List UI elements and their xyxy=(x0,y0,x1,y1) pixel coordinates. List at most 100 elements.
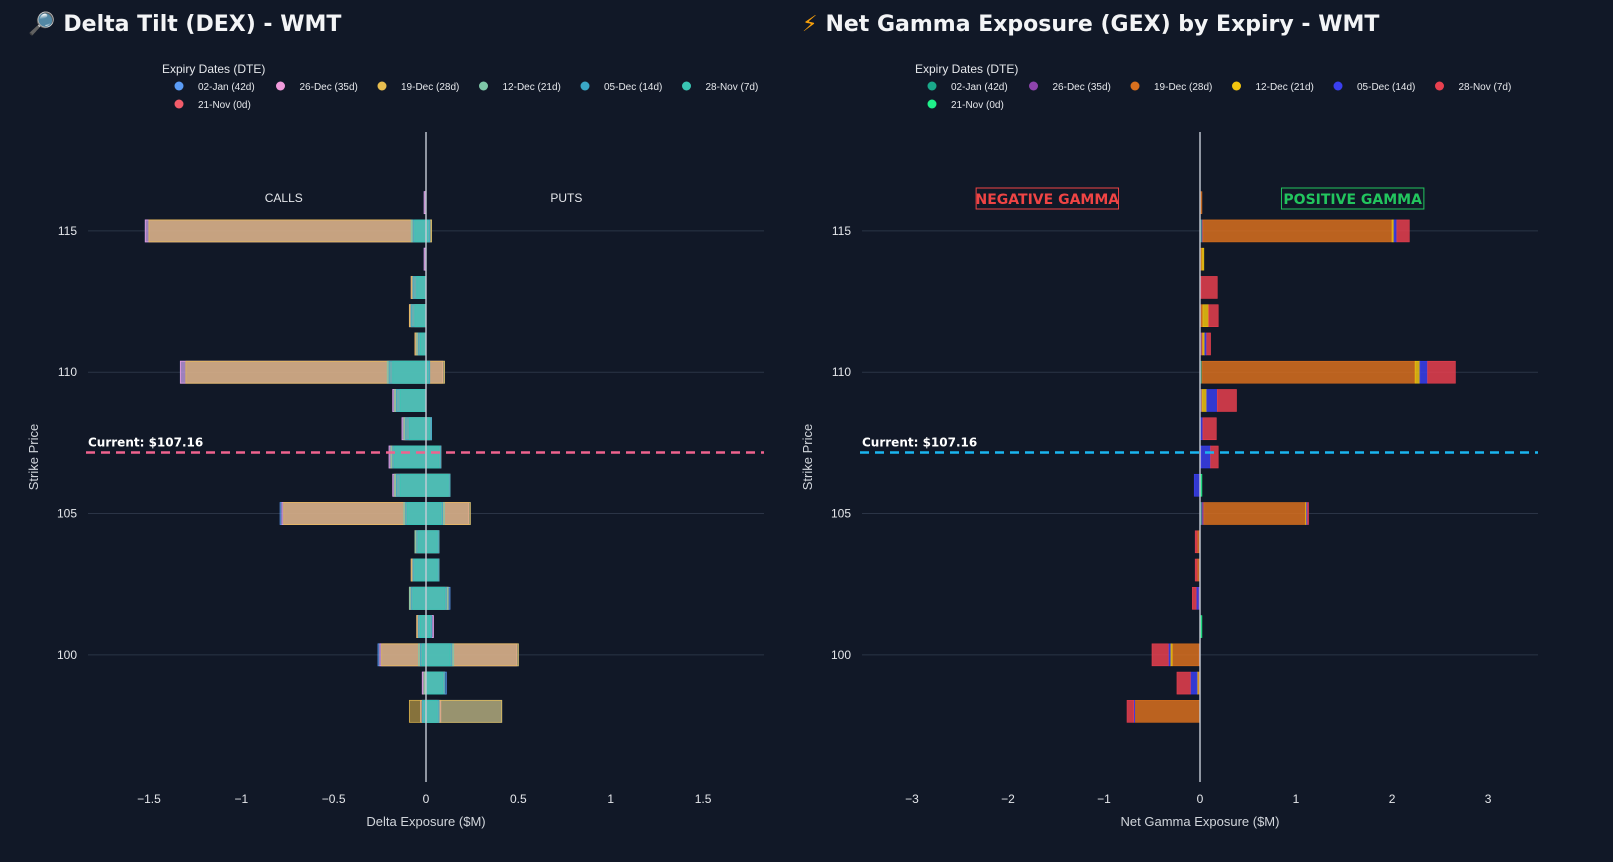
legend-marker-2 xyxy=(377,81,387,91)
y-axis-title: Strike Price xyxy=(800,424,815,490)
bar-puts-106 xyxy=(425,473,449,497)
legend-item-5: 28-Nov (7d) xyxy=(1459,82,1512,93)
bar-100-5 xyxy=(1151,643,1169,667)
y-tick-100: 100 xyxy=(831,648,851,662)
bar-110-4 xyxy=(1419,360,1428,384)
legend-marker-1 xyxy=(276,81,285,91)
y-tick-105: 105 xyxy=(57,507,77,521)
legend-title: Expiry Dates (DTE) xyxy=(162,62,265,76)
bar-puts-100 xyxy=(425,643,451,667)
bar-calls-115 xyxy=(148,219,427,243)
bar-107-5 xyxy=(1210,445,1219,469)
bar-calls-106 xyxy=(399,473,427,497)
legend-marker-1 xyxy=(1029,81,1038,91)
y-tick-105: 105 xyxy=(831,507,851,521)
legend-item-6: 21-Nov (0d) xyxy=(951,100,1004,111)
negative-gamma-label: NEGATIVE GAMMA xyxy=(976,192,1120,208)
gex-chart-svg: Expiry Dates (DTE) 02-Jan (42d) 26-Dec (35… xyxy=(800,62,1538,829)
bar-102-5 xyxy=(1192,587,1197,610)
bar-107-4 xyxy=(1200,445,1211,469)
bar-puts-99 xyxy=(425,671,444,695)
bar-calls-104 xyxy=(418,530,427,554)
legend-item-1: 26-Dec (35d) xyxy=(300,82,358,93)
x-tick: −1 xyxy=(1097,792,1111,806)
bar-109-3 xyxy=(1201,389,1208,412)
bar-115-2 xyxy=(1202,219,1393,243)
legend-item-3: 12-Dec (21d) xyxy=(503,82,561,93)
bar-calls-103 xyxy=(414,558,427,582)
bar-99-4 xyxy=(1190,671,1198,695)
bar-115-5 xyxy=(1396,219,1410,243)
dex-chart-svg: Expiry Dates (DTE) 02-Jan (42d) 26-Dec (35… xyxy=(26,62,764,829)
x-axis-title: Net Gamma Exposure ($M) xyxy=(1121,814,1280,829)
bar-calls-101 xyxy=(420,615,427,638)
bar-109-4 xyxy=(1206,389,1218,412)
magnifier-icon: 🔎 xyxy=(28,12,56,37)
x-tick: 3 xyxy=(1485,792,1492,806)
bar-112-5 xyxy=(1208,304,1219,327)
x-tick: −1.5 xyxy=(137,792,161,806)
bar-99-5 xyxy=(1176,671,1191,695)
bar-110-2 xyxy=(1201,360,1416,384)
legend-marker-2 xyxy=(1130,81,1140,91)
bar-113-5 xyxy=(1200,276,1218,299)
x-tick: 1.5 xyxy=(695,792,712,806)
legend-item-1: 26-Dec (35d) xyxy=(1053,82,1111,93)
legend-marker-6 xyxy=(174,99,184,109)
legend-marker-0 xyxy=(927,81,937,91)
bar-puts-102 xyxy=(425,586,445,610)
x-tick: 0 xyxy=(1197,792,1204,806)
x-tick: 1 xyxy=(607,792,614,806)
annotation-box-0 xyxy=(975,187,1120,210)
bar-104-5 xyxy=(1194,530,1198,554)
bar-calls-110 xyxy=(392,360,427,384)
bar-puts-105 xyxy=(425,502,442,525)
x-tick: −3 xyxy=(905,792,919,806)
bar-calls-115 xyxy=(414,219,427,243)
bar-puts-98 xyxy=(425,699,438,723)
legend-item-2: 19-Dec (28d) xyxy=(1154,82,1212,93)
bar-calls-109 xyxy=(399,389,427,412)
y-tick-115: 115 xyxy=(832,224,851,238)
bar-puts-103 xyxy=(425,558,438,582)
bar-114-3 xyxy=(1201,247,1205,271)
legend-item-5: 28-Nov (7d) xyxy=(706,82,759,93)
bar-105-5 xyxy=(1307,502,1309,525)
legend-item-0: 02-Jan (42d) xyxy=(198,82,255,93)
legend-item-3: 12-Dec (21d) xyxy=(1256,82,1314,93)
bar-112-3 xyxy=(1202,304,1209,327)
bar-calls-111 xyxy=(420,332,427,356)
gamma-exposure-panel: ⚡ Net Gamma Exposure (GEX) by Expiry - WM… xyxy=(774,0,1564,862)
x-tick: 0 xyxy=(423,792,430,806)
bar-100-2 xyxy=(1171,643,1200,667)
bar-calls-102 xyxy=(412,586,427,610)
y-tick-110: 110 xyxy=(832,365,851,379)
bar-106-4 xyxy=(1193,473,1201,497)
bar-110-3 xyxy=(1414,360,1421,384)
legend-title: Expiry Dates (DTE) xyxy=(915,62,1018,76)
x-tick: −0.5 xyxy=(322,792,346,806)
y-axis-title: Strike Price xyxy=(26,424,41,490)
legend-marker-0 xyxy=(174,81,184,91)
x-tick: 0.5 xyxy=(510,792,527,806)
x-tick: −2 xyxy=(1001,792,1015,806)
bar-calls-112 xyxy=(414,304,427,328)
bar-puts-107 xyxy=(425,445,440,469)
legend-item-4: 05-Dec (14d) xyxy=(1357,82,1415,93)
bar-calls-113 xyxy=(416,276,427,299)
x-tick: 2 xyxy=(1389,792,1396,806)
bar-puts-104 xyxy=(425,530,438,554)
gex-title: ⚡ Net Gamma Exposure (GEX) by Expiry - WM… xyxy=(802,12,1379,37)
legend-marker-5 xyxy=(682,81,691,91)
legend-marker-5 xyxy=(1435,81,1444,91)
lightning-icon: ⚡ xyxy=(802,12,818,37)
bar-105-2 xyxy=(1203,502,1306,525)
bar-115-4 xyxy=(1393,219,1398,243)
dex-title-text: Delta Tilt (DEX) - WMT xyxy=(63,12,342,37)
delta-tilt-panel: 🔎 Delta Tilt (DEX) - WMT Expiry Dates (DT… xyxy=(0,0,790,862)
y-tick-115: 115 xyxy=(58,224,77,238)
bar-108-5 xyxy=(1202,417,1217,441)
legend-marker-3 xyxy=(1232,81,1241,91)
calls-label: CALLS xyxy=(265,191,303,205)
legend-marker-6 xyxy=(927,99,937,109)
